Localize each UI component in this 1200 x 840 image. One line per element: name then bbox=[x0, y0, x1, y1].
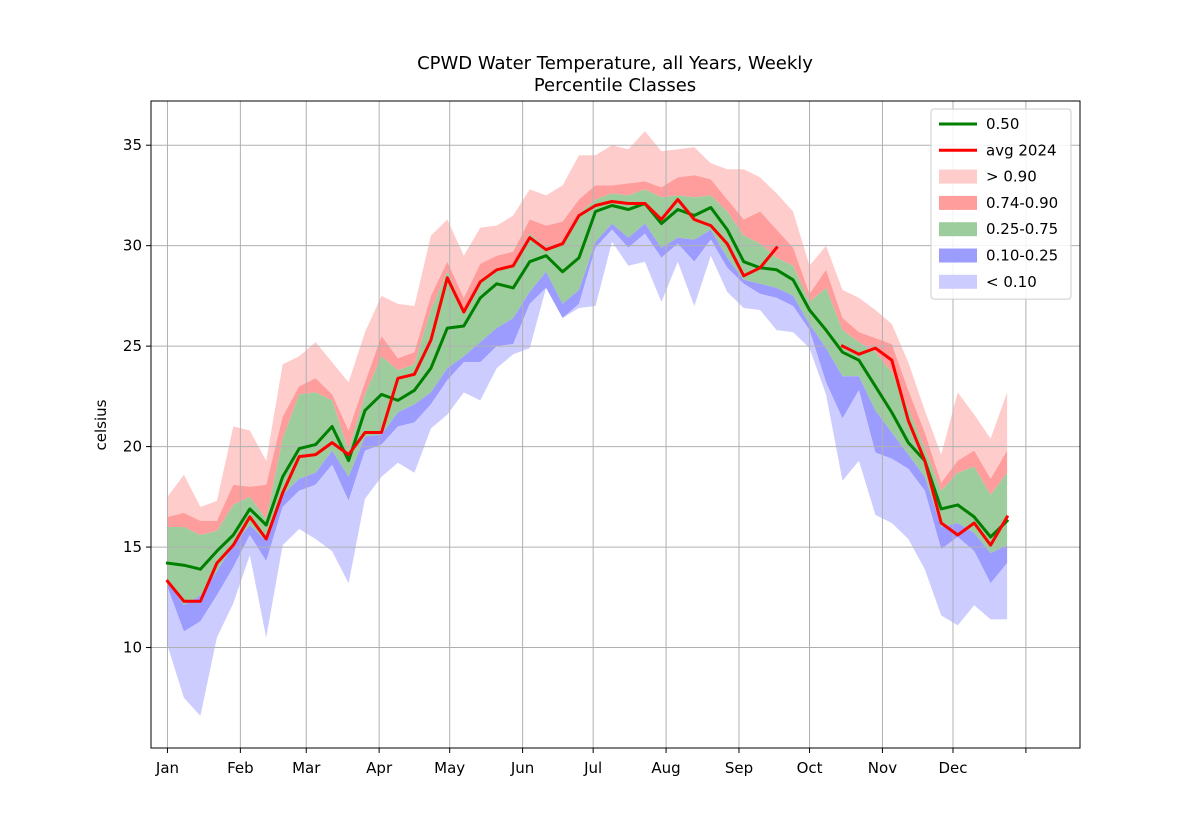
y-tick-label: 20 bbox=[123, 438, 142, 456]
avg-2024-line bbox=[165, 198, 779, 603]
legend-label: avg 2024 bbox=[986, 141, 1057, 159]
y-tick-label: 35 bbox=[123, 136, 142, 154]
y-axis-label: celsius bbox=[92, 399, 110, 450]
y-tick-label: 30 bbox=[123, 237, 142, 255]
plot-frame bbox=[150, 100, 1081, 749]
y-tick-label: 15 bbox=[123, 538, 142, 556]
x-tick-label: May bbox=[434, 759, 465, 777]
legend-label: 0.10-0.25 bbox=[986, 247, 1058, 265]
legend-swatch bbox=[939, 169, 977, 184]
legend-swatch bbox=[939, 195, 977, 210]
median-line bbox=[165, 202, 1010, 571]
band-0-74-0-90 bbox=[167, 175, 1008, 536]
legend-swatch bbox=[939, 274, 977, 289]
legend-label: 0.74-0.90 bbox=[986, 194, 1058, 212]
x-tick-label: Sep bbox=[725, 759, 753, 777]
chart-title: CPWD Water Temperature, all Years, Weekl… bbox=[417, 53, 813, 74]
grid-lines bbox=[151, 101, 1080, 748]
avg-2024-line bbox=[840, 344, 1010, 547]
legend-label: < 0.10 bbox=[986, 273, 1037, 291]
chart-subtitle: Percentile Classes bbox=[534, 75, 696, 96]
legend-label: > 0.90 bbox=[986, 168, 1037, 186]
y-tick-label: 10 bbox=[123, 639, 142, 657]
legend-swatch bbox=[939, 222, 977, 237]
legend-label: 0.25-0.75 bbox=[986, 220, 1058, 238]
y-tick-label: 25 bbox=[123, 337, 142, 355]
x-tick-label: Jun bbox=[510, 759, 534, 777]
band-gt-0-90 bbox=[167, 131, 1008, 521]
legend-label: 0.50 bbox=[986, 115, 1019, 133]
x-tick-label: Apr bbox=[366, 759, 393, 777]
x-tick-label: Nov bbox=[868, 759, 897, 777]
x-tick-label: Oct bbox=[797, 759, 823, 777]
legend-swatch bbox=[939, 248, 977, 263]
percentile-bands bbox=[167, 131, 1008, 716]
axis-ticks: 10 15 20 25 30 35 Jan Feb Mar Apr May Jun Jul Aug Sep O… bbox=[123, 136, 1027, 777]
x-tick-label: Dec bbox=[938, 759, 967, 777]
band-lt-0-10 bbox=[167, 229, 1008, 716]
series-lines bbox=[165, 198, 1010, 603]
legend: 0.50 avg 2024 > 0.90 0.74-0.90 0.25-0.75 0.10… bbox=[930, 108, 1072, 300]
x-tick-label: Feb bbox=[227, 759, 254, 777]
x-tick-label: Jul bbox=[583, 759, 602, 777]
x-tick-label: Aug bbox=[651, 759, 680, 777]
x-tick-label: Jan bbox=[155, 759, 179, 777]
band-0-25-0-75 bbox=[167, 189, 1008, 606]
x-tick-label: Mar bbox=[292, 759, 321, 777]
